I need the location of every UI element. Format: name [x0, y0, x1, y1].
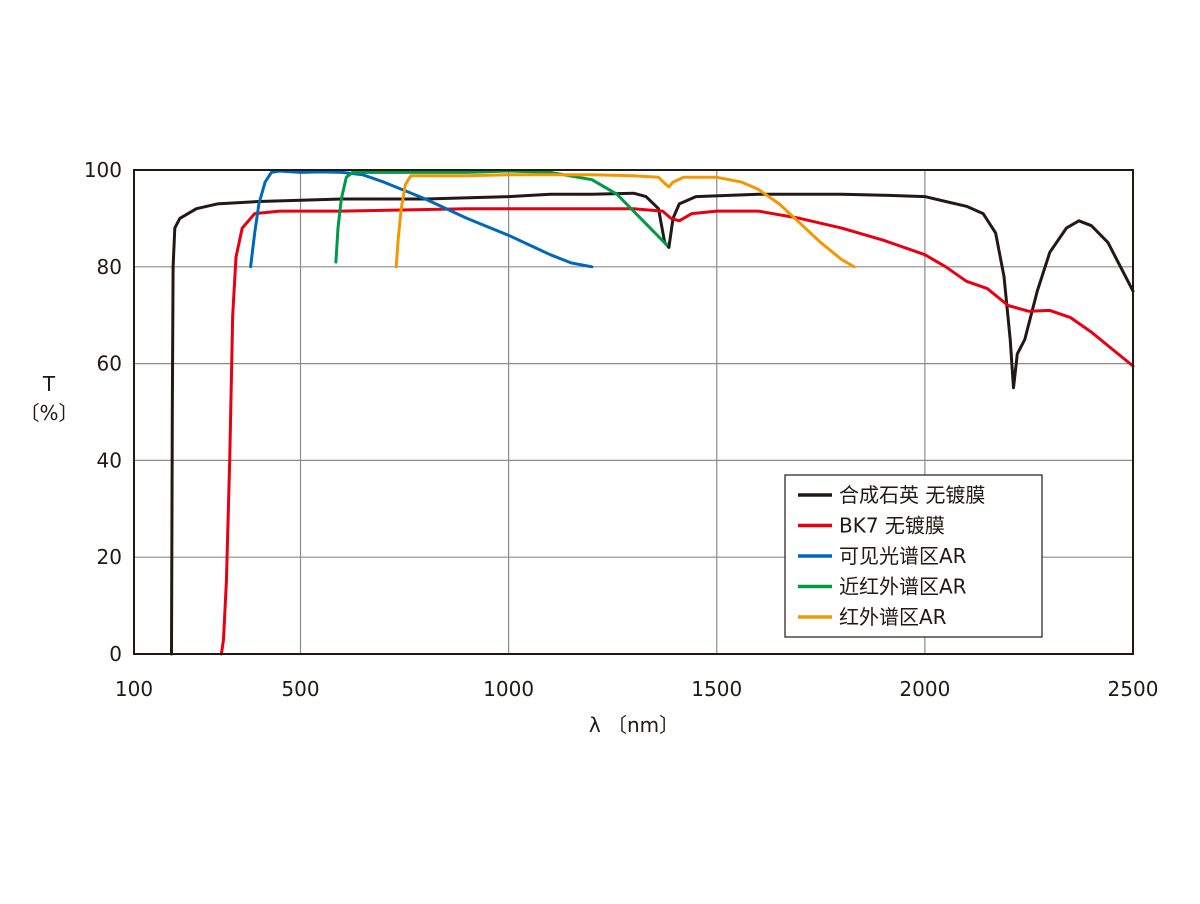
x-tick-label-500: 500	[281, 677, 319, 701]
y-axis-label-unit: 〔%〕	[19, 401, 78, 425]
series-line-4	[334, 169, 669, 264]
series-lines	[170, 169, 1135, 656]
grid	[134, 170, 1133, 654]
y-tick-label-60: 60	[97, 352, 122, 376]
tick-labels: 100 500 1000 1500 2000 2500 0 20 40 60 80 100	[84, 158, 1159, 701]
legend-label-5: 红外谱区AR	[839, 605, 947, 629]
legend-label-2: BK7 无镀膜	[839, 514, 945, 538]
y-tick-label-80: 80	[97, 255, 122, 279]
series-line-2	[219, 207, 1135, 656]
series-line-1	[170, 191, 1135, 656]
x-axis-label: λ 〔nm〕	[589, 713, 679, 737]
series-line-3	[249, 169, 594, 269]
y-axis-label-top: T	[42, 372, 56, 396]
y-tick-label-20: 20	[97, 545, 122, 569]
y-tick-label-0: 0	[109, 642, 122, 666]
legend-label-4: 近红外谱区AR	[839, 575, 967, 599]
x-tick-label-1500: 1500	[691, 677, 742, 701]
legend-label-1: 合成石英 无镀膜	[839, 483, 985, 507]
x-tick-label-2500: 2500	[1108, 677, 1159, 701]
x-tick-label-2000: 2000	[899, 677, 950, 701]
y-tick-label-100: 100	[84, 158, 122, 182]
x-tick-label-100: 100	[115, 677, 153, 701]
legend-label-3: 可见光谱区AR	[839, 544, 967, 568]
plot-frame	[133, 169, 1134, 655]
x-tick-label-1000: 1000	[483, 677, 534, 701]
series-line-5	[394, 173, 856, 269]
y-tick-label-40: 40	[97, 448, 122, 472]
